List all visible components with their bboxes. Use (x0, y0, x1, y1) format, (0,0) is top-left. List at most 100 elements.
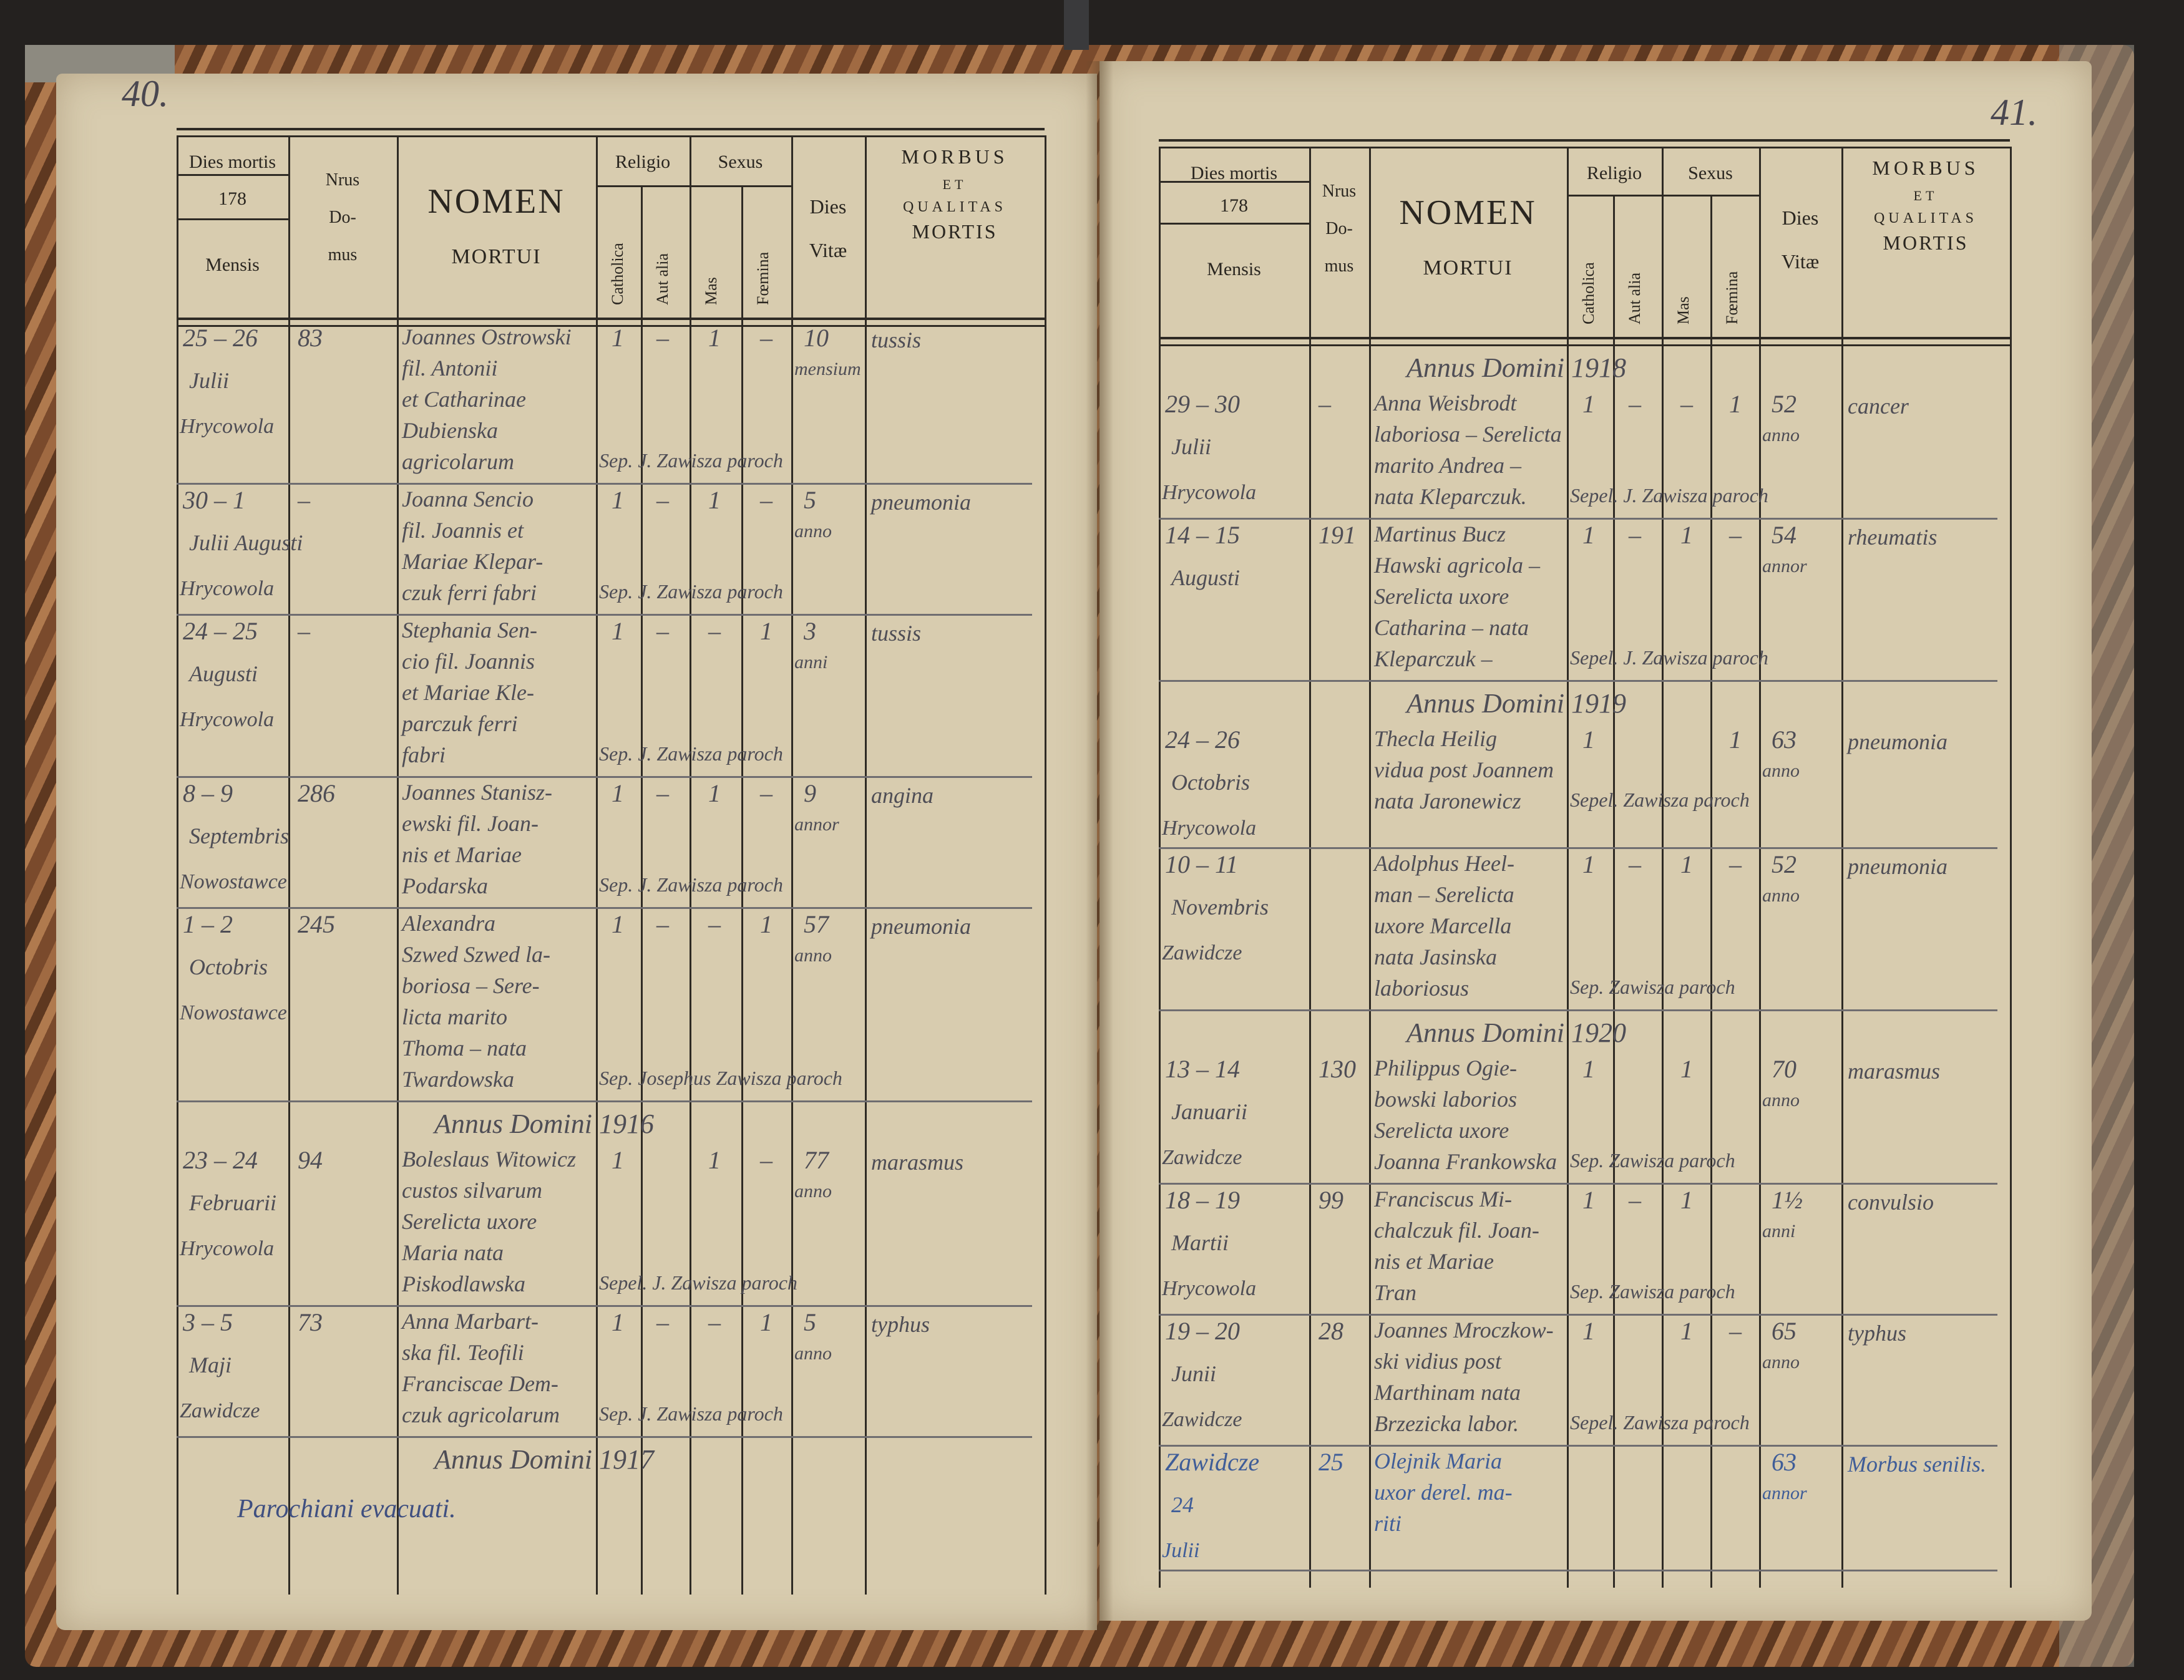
left-header-et: ET (942, 177, 967, 192)
entry-aut-alia: – (1629, 850, 1641, 878)
entry-aut-alia: – (656, 910, 669, 938)
entry-vitae-unit: anno (1762, 1090, 1800, 1110)
entry-catholica: 1 (1582, 1186, 1595, 1214)
left-header-catholica: Catholica (608, 243, 626, 305)
entry-place: Hrycowola (180, 577, 275, 600)
right-header-morbus: MORBUS (1872, 157, 1979, 179)
entry-catholica: 1 (612, 779, 624, 807)
entry-burial-note: Sep. J. Zawisza paroch (599, 873, 783, 896)
left-header-aut_alia: Aut alia (653, 253, 671, 305)
entry-catholica: 1 (612, 1146, 624, 1174)
entry-catholica: 1 (612, 910, 624, 938)
entry-name-line: Serelicta uxore (1374, 1118, 1509, 1143)
left-header-domus-1: Do- (329, 208, 356, 227)
entry-name-line: licta marito (402, 1004, 507, 1029)
right-header-dies-mortis: Dies mortis (1190, 163, 1278, 183)
entry-vitae-number: 63 (1772, 726, 1796, 754)
entry-house-number: 99 (1319, 1186, 1343, 1214)
entry-name-line: ewski fil. Joan- (402, 811, 539, 836)
entry-mas: 1 (1680, 521, 1693, 549)
entry-date: 8 – 9 (183, 779, 233, 807)
entry-place: Hrycowola (180, 708, 275, 731)
right-header-mortis: MORTIS (1883, 231, 1969, 254)
entry-house-number: 245 (298, 910, 335, 938)
left-page-number: 40. (122, 73, 168, 114)
right-header-et: ET (1913, 188, 1938, 203)
entry-femina: – (1729, 521, 1742, 549)
entry-burial-note: Sep. J. Zawisza paroch (599, 742, 783, 765)
left-note: Parochiani evacuati. (237, 1495, 456, 1523)
entry-name-line: ska fil. Teofili (402, 1340, 524, 1365)
entry-name-line: boriosa – Sere- (402, 973, 540, 998)
entry-name-line: Alexandra (402, 911, 495, 936)
entry-vitae-number: 52 (1772, 390, 1796, 418)
left-column-rule (177, 135, 178, 1595)
entry-name-line: nis et Mariae (1374, 1249, 1494, 1274)
right-year-heading: Annus Domini 1920 (1406, 1017, 1626, 1048)
entry-date: 13 – 14 (1165, 1055, 1240, 1083)
entry-burial-note: Sepel. J. Zawisza paroch (599, 1271, 797, 1294)
entry-date: 18 – 19 (1165, 1186, 1240, 1214)
entry-place: Zawidcze (1162, 1408, 1242, 1431)
entry-vitae-number: 63 (1772, 1448, 1796, 1476)
right-column-rule (1710, 195, 1712, 1588)
entry-month: Septembris (189, 823, 289, 848)
entry-mas: 1 (708, 1146, 721, 1174)
entry-date: 19 – 20 (1165, 1317, 1240, 1345)
entry-morbus: cancer (1848, 394, 1909, 419)
entry-date: 24 – 26 (1165, 726, 1240, 754)
right-table-top-rule-2 (1159, 147, 2010, 148)
left-entry-separator (177, 1100, 1032, 1102)
right-header-catholica: Catholica (1579, 262, 1597, 324)
entry-mas: 1 (1680, 850, 1693, 878)
entry-vitae-unit: annor (1762, 556, 1807, 576)
right-column-rule (1613, 195, 1615, 1588)
entry-mas: 1 (708, 779, 721, 807)
entry-morbus: Morbus senilis. (1848, 1452, 1987, 1477)
entry-vitae-unit: anno (794, 945, 832, 966)
entry-month: 24 (1171, 1492, 1194, 1517)
left-header-religio: Religio (615, 152, 671, 172)
left-header-dies: Dies (809, 195, 847, 218)
entry-name-line: agricolarum (402, 449, 514, 474)
entry-aut-alia: – (1629, 521, 1641, 549)
entry-catholica: 1 (1582, 1317, 1595, 1345)
entry-name-line: Twardowska (402, 1067, 515, 1092)
entry-catholica: 1 (1582, 726, 1595, 754)
entry-mas: – (708, 1308, 721, 1336)
entry-name-line: Serelicta uxore (1374, 584, 1509, 609)
entry-femina: – (1729, 1317, 1742, 1345)
entry-vitae-number: 77 (804, 1146, 829, 1174)
right-header-sexus: Sexus (1688, 163, 1733, 183)
entry-vitae-unit: mensium (794, 359, 861, 379)
left-header-sexus: Sexus (718, 152, 763, 172)
entry-name-line: fil. Joannis et (402, 518, 524, 543)
left-entry-separator (177, 614, 1032, 616)
left-column-rule (865, 135, 867, 1595)
left-religio-sexus-rule (690, 135, 691, 185)
entry-mas: – (1680, 390, 1693, 418)
entry-name-line: Joannes Mroczkow- (1374, 1318, 1554, 1343)
entry-month: Julii Augusti (189, 530, 303, 555)
entry-mas: – (708, 910, 721, 938)
entry-month: Julii (189, 368, 229, 393)
left-header-femina: Fœmina (754, 251, 772, 305)
left-header-domus-2: mus (328, 245, 358, 265)
entry-place: Hrycowola (1162, 817, 1257, 840)
entry-catholica: 1 (612, 324, 624, 352)
entry-vitae-number: 54 (1772, 521, 1796, 549)
entry-name-line: laboriosa – Serelicta (1374, 422, 1562, 447)
entry-house-number: 191 (1319, 521, 1356, 549)
entry-name-line: Szwed Szwed la- (402, 942, 550, 967)
right-header-qualitas: QUALITAS (1873, 210, 1978, 226)
right-religio-sexus-rule (1662, 147, 1664, 195)
left-header-year-prefix: 178 (218, 188, 246, 209)
left-header-bottom-rule (177, 318, 1045, 320)
entry-catholica: 1 (612, 617, 624, 645)
left-header-nomen: NOMEN (427, 182, 565, 221)
entry-name-line: Anna Marbart- (402, 1309, 539, 1334)
left-entry-separator (177, 776, 1032, 778)
right-table-top-rule (1159, 139, 2010, 142)
entry-name-line: Brzezicka labor. (1374, 1411, 1519, 1436)
entry-name-line: Stephania Sen- (402, 618, 537, 643)
